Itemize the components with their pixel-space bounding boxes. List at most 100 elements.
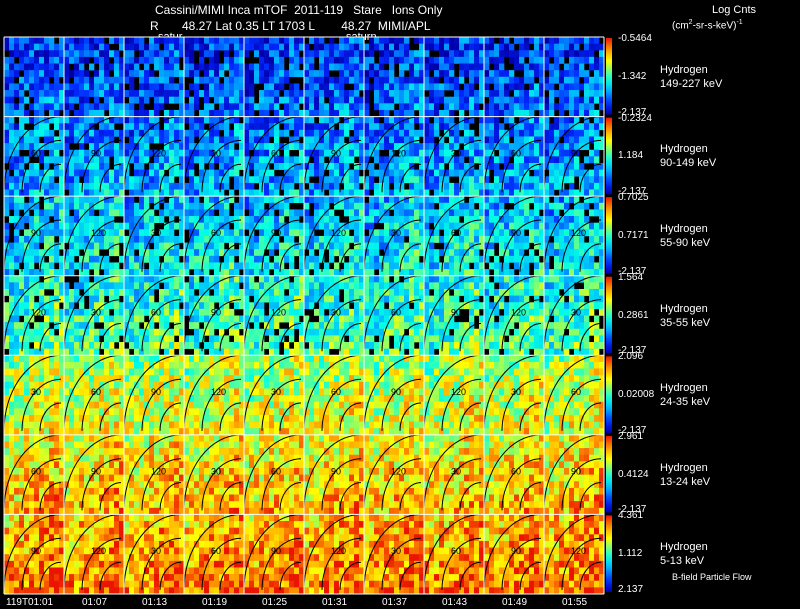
heatmap-cell	[94, 182, 100, 190]
heatmap-cell	[244, 136, 250, 144]
heatmap-cell	[324, 123, 330, 131]
heatmap-cell	[569, 50, 575, 58]
heatmap-cell	[19, 43, 25, 51]
heatmap-cell	[214, 123, 220, 131]
heatmap-cell	[234, 123, 240, 131]
heatmap-cell	[74, 315, 80, 323]
heatmap-cell	[194, 196, 200, 204]
heatmap-cell	[369, 116, 375, 124]
heatmap-cell	[244, 116, 250, 124]
unit-sup: 2	[688, 19, 693, 26]
heatmap-cell	[589, 123, 595, 131]
heatmap-cell	[594, 56, 600, 64]
heatmap-cell	[54, 156, 60, 164]
heatmap-cell	[434, 90, 440, 97]
heatmap-cell	[299, 189, 305, 197]
heatmap-cell	[254, 342, 260, 349]
heatmap-cell	[144, 308, 150, 316]
heatmap-cell	[89, 176, 95, 184]
heatmap-cell	[59, 216, 65, 223]
heatmap-cell	[79, 37, 85, 44]
heatmap-cell	[249, 37, 255, 44]
heatmap-cell	[124, 209, 130, 217]
heatmap-cell	[59, 156, 65, 164]
heatmap-cell	[104, 209, 110, 217]
heatmap-cell	[94, 143, 100, 151]
heatmap-cell	[179, 37, 185, 44]
heatmap-cell	[264, 43, 270, 51]
heatmap-cell	[464, 43, 470, 51]
heatmap-cell	[564, 123, 570, 131]
heatmap-cell	[174, 255, 180, 263]
heatmap-cell	[424, 189, 430, 197]
heatmap-cell	[499, 202, 505, 210]
heatmap-cell	[174, 269, 180, 277]
heatmap-cell	[189, 56, 195, 64]
heatmap-cell	[514, 103, 520, 111]
heatmap-cell	[529, 56, 535, 64]
heatmap-cell	[404, 129, 410, 137]
heatmap-cell	[409, 116, 415, 124]
heatmap-cell	[309, 288, 315, 296]
heatmap-cell	[249, 328, 255, 336]
heatmap-cell	[579, 83, 585, 91]
heatmap-cell	[454, 156, 460, 164]
heatmap-cell	[414, 189, 420, 197]
heatmap-cell	[459, 275, 465, 283]
heatmap-cell	[424, 37, 430, 44]
heatmap-cell	[114, 209, 120, 217]
contour-line	[21, 139, 62, 193]
heatmap-cell	[359, 176, 365, 184]
heatmap-cell	[44, 222, 50, 230]
heatmap-cell	[54, 229, 60, 237]
heatmap-cell	[464, 103, 470, 111]
heatmap-cell	[254, 249, 260, 257]
heatmap-cell	[554, 169, 560, 177]
heatmap-cell	[434, 295, 440, 303]
heatmap-cell	[189, 156, 195, 164]
heatmap-cell	[444, 308, 450, 316]
heatmap-cell	[324, 328, 330, 336]
heatmap-cell	[104, 242, 110, 250]
heatmap-cell	[414, 235, 420, 243]
heatmap-cell	[484, 70, 490, 78]
heatmap-cell	[559, 176, 565, 184]
heatmap-cell	[69, 169, 75, 177]
heatmap-cell	[339, 202, 345, 210]
heatmap-cell	[409, 169, 415, 177]
heatmap-cell	[269, 176, 275, 184]
heatmap-cell	[524, 196, 530, 204]
heatmap-cell	[259, 209, 265, 217]
heatmap-cell	[19, 129, 25, 137]
heatmap-cell	[249, 129, 255, 137]
contour-line	[141, 299, 182, 352]
heatmap-cell	[354, 176, 360, 184]
heatmap-cell	[274, 269, 280, 277]
heatmap-cell	[294, 103, 300, 111]
contour-line	[3, 116, 62, 193]
heatmap-cell	[484, 275, 490, 283]
heatmap-cell	[329, 156, 335, 164]
heatmap-cell	[484, 63, 490, 71]
heatmap-cell	[239, 123, 245, 131]
heatmap-cell	[289, 63, 295, 71]
heatmap-cell	[464, 116, 470, 124]
heatmap-cell	[529, 156, 535, 164]
heatmap-cell	[434, 275, 440, 283]
heatmap-cell	[429, 335, 435, 343]
heatmap-cell	[344, 229, 350, 237]
heatmap-cell	[344, 129, 350, 137]
heatmap-cell	[14, 109, 20, 117]
heatmap-cell	[69, 129, 75, 137]
heatmap-cell	[509, 83, 515, 91]
heatmap-cell	[589, 176, 595, 184]
heatmap-cell	[404, 242, 410, 250]
heatmap-cell	[199, 90, 205, 97]
heatmap-cell	[419, 295, 425, 303]
heatmap-cell	[434, 169, 440, 177]
heatmap-cell	[219, 37, 225, 44]
heatmap-cell	[254, 269, 260, 277]
heatmap-cell	[39, 169, 45, 177]
heatmap-cell	[129, 76, 135, 84]
contour-line	[423, 116, 482, 193]
